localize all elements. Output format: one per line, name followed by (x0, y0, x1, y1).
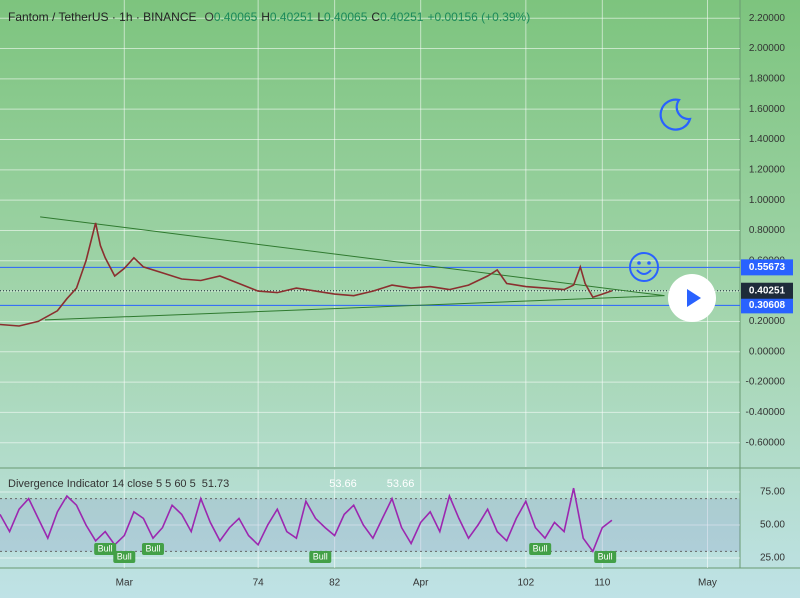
price-label: 0.55673 (749, 262, 786, 273)
price-label: 0.40251 (749, 285, 786, 296)
annotation-bg (94, 543, 117, 555)
series-line (0, 487, 613, 554)
y-tick-label: 0.80000 (749, 225, 786, 236)
annotation-label: Bull (598, 551, 613, 561)
annotation-label: Bull (117, 551, 132, 561)
series-line (0, 222, 613, 327)
x-tick-label: Mar (116, 578, 134, 589)
ohlc-letter: O (205, 10, 214, 24)
annotation-bg (529, 543, 552, 555)
readout: 53.66 (329, 478, 357, 490)
y-tick-label: -0.60000 (746, 437, 786, 448)
y-tick-label: 0.00000 (749, 346, 786, 357)
annotation-bg (113, 551, 136, 563)
y-tick-label: 1.00000 (749, 195, 786, 206)
price-label-bg (741, 259, 793, 276)
change: +0.00156 (+0.39%) (427, 10, 530, 24)
price-label-bg (741, 282, 793, 299)
readout: 51.73 (202, 478, 230, 490)
readout: 53.66 (387, 478, 415, 490)
play-button[interactable] (668, 274, 716, 322)
x-tick-label: May (698, 578, 717, 589)
ohlc-letter: H (261, 10, 270, 24)
ohlc-letter: C (371, 10, 380, 24)
y-tick-label: 1.60000 (749, 104, 786, 115)
annotation-label: Bull (533, 543, 548, 553)
y-tick-label: 75.00 (760, 487, 785, 498)
y-tick-label: 2.20000 (749, 13, 786, 24)
y-tick-label: 1.40000 (749, 134, 786, 145)
ohlc-value: 0.40251 (380, 10, 424, 24)
smiley-face (629, 252, 659, 282)
x-tick-label: 82 (329, 578, 341, 589)
smiley-mouth (636, 269, 652, 275)
price-label: 0.30608 (749, 300, 786, 311)
y-tick-label: 0.20000 (749, 316, 786, 327)
feedback-button[interactable] (629, 252, 659, 282)
y-tick-label: 50.00 (760, 520, 785, 531)
ohlc-value: 0.40065 (324, 10, 368, 24)
trendline (44, 295, 665, 321)
x-tick-label: 74 (253, 578, 265, 589)
ohlc-letter: L (317, 10, 324, 24)
ohlc-value: 0.40251 (270, 10, 314, 24)
y-tick-label: 1.20000 (749, 164, 786, 175)
y-tick-label: 2.00000 (749, 43, 786, 54)
symbol-title: Fantom / TetherUS · 1h · BINANCE (8, 10, 197, 24)
price-label-bg (741, 297, 793, 314)
indicator-legend: Divergence Indicator 14 close 5 5 60 5 51… (8, 478, 414, 490)
annotation-bg (309, 551, 332, 563)
y-tick-label: -0.20000 (746, 377, 786, 388)
annotation-bg (594, 551, 617, 563)
indicator-title: Divergence Indicator 14 close 5 5 60 5 (8, 478, 196, 490)
trendline (40, 216, 665, 297)
plot-layer: Mar 74 82 Apr 102 110 May 2.20000 2.00000 1.80000… (0, 12, 793, 589)
x-tick-label: 102 (517, 578, 534, 589)
y-tick-label: 1.80000 (749, 73, 786, 84)
x-tick-label: 110 (594, 578, 610, 589)
x-tick-label: Apr (413, 578, 429, 589)
ohlc-value: 0.40065 (214, 10, 258, 24)
legend: Fantom / TetherUS · 1h · BINANCE O0.40065… (8, 10, 530, 24)
annotation-label: Bull (98, 543, 113, 553)
annotation-bg (141, 543, 164, 555)
theme-toggle[interactable] (659, 98, 692, 131)
play-triangle (687, 289, 701, 307)
annotation-label: Bull (145, 543, 160, 553)
smiley-eye (647, 261, 651, 265)
moon-icon (659, 98, 692, 131)
y-tick-label: 25.00 (760, 553, 785, 564)
smiley-eye (637, 261, 641, 265)
y-tick-label: -0.40000 (746, 407, 786, 418)
band-fill (0, 498, 740, 552)
annotation-label: Bull (313, 551, 328, 561)
